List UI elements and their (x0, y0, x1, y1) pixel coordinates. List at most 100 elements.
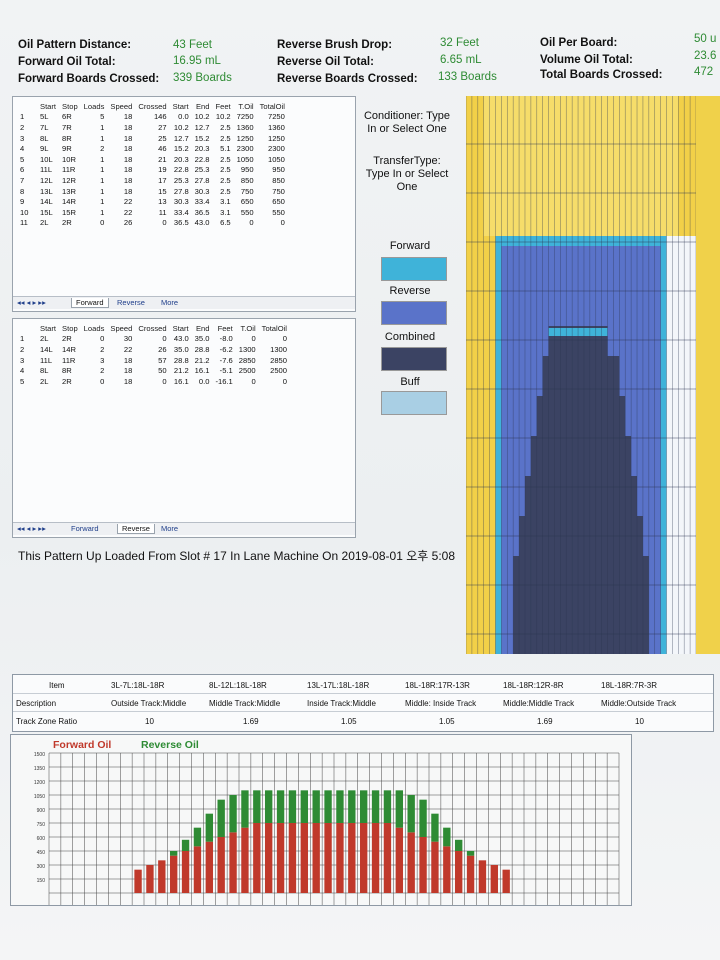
table-cell[interactable]: 5 (100, 112, 105, 122)
column-header[interactable]: Feet (215, 101, 231, 111)
table-cell[interactable]: 21.2 (194, 355, 210, 365)
table-cell[interactable]: 850 (240, 175, 254, 185)
table-cell[interactable]: 22.8 (173, 165, 189, 175)
table-cell[interactable]: 2R (62, 218, 72, 228)
table-cell[interactable]: 0 (282, 334, 287, 344)
table-cell[interactable]: 1 (100, 186, 105, 196)
column-header[interactable] (17, 101, 37, 112)
table-cell[interactable]: 8R (62, 133, 72, 143)
column-header[interactable]: Feet (217, 323, 233, 333)
table-cell[interactable]: 36.5 (194, 207, 210, 217)
table-cell[interactable]: 30 (123, 334, 133, 344)
table-cell[interactable]: 5 (20, 154, 25, 164)
column-header[interactable]: End (195, 101, 210, 111)
table-cell[interactable]: 2L (40, 376, 49, 386)
table-cell[interactable]: 10L (40, 154, 53, 164)
table-cell[interactable]: 18 (123, 154, 133, 164)
table-row[interactable]: 5 2L 2R 0 18 0 16.1 0.0 -16.1 0 0 (17, 376, 290, 387)
table-cell[interactable]: 13L (40, 186, 53, 196)
table-cell[interactable]: 10.2 (173, 122, 189, 132)
table-cell[interactable]: 11 (20, 218, 28, 228)
column-header[interactable]: TotalOil (259, 101, 285, 111)
table-cell[interactable]: 146 (153, 112, 167, 122)
table-cell[interactable]: 2.5 (220, 175, 231, 185)
table-cell[interactable]: 7L (40, 122, 49, 132)
table-cell[interactable]: 19 (158, 165, 167, 175)
table-cell[interactable]: 22 (123, 197, 133, 207)
table-cell[interactable]: -8.0 (219, 334, 233, 344)
table-cell[interactable]: 15.2 (173, 144, 189, 154)
table-cell[interactable]: 21.2 (173, 366, 189, 376)
table-cell[interactable]: 650 (240, 197, 254, 207)
table-cell[interactable]: 7250 (267, 112, 285, 122)
table-row[interactable]: 1 2L 2R 0 30 0 43.0 35.0 -8.0 0 0 (17, 334, 290, 345)
table-cell[interactable]: 15.2 (194, 133, 210, 143)
tab-nav-arrows-icon[interactable]: ◂◂ ◂ ▸ ▸▸ (17, 298, 46, 307)
table-cell[interactable]: 3 (20, 355, 25, 365)
column-header[interactable]: End (195, 323, 210, 333)
table-cell[interactable]: 10.2 (215, 112, 231, 122)
table-cell[interactable]: 0 (100, 334, 105, 344)
table-cell[interactable]: 35.0 (194, 334, 210, 344)
table-row[interactable]: 2 7L 7R 1 18 27 10.2 12.7 2.5 1360 1360 (17, 122, 288, 133)
table-cell[interactable]: 18 (123, 144, 133, 154)
table-cell[interactable]: 50 (158, 366, 167, 376)
table-cell[interactable]: 2.5 (220, 165, 231, 175)
column-header[interactable]: Start (40, 323, 57, 333)
table-row[interactable]: 4 8L 8R 2 18 50 21.2 16.1 -5.1 2500 2500 (17, 365, 290, 376)
table-cell[interactable]: 2300 (267, 144, 285, 154)
table-cell[interactable]: 15R (62, 207, 76, 217)
table-cell[interactable]: 36.5 (173, 218, 189, 228)
table-cell[interactable]: 27 (158, 122, 167, 132)
table-cell[interactable]: 0 (162, 218, 167, 228)
table-cell[interactable]: -7.6 (219, 355, 233, 365)
table-cell[interactable]: 3.1 (220, 207, 231, 217)
table-cell[interactable]: 35.0 (173, 344, 189, 354)
table-cell[interactable]: 1 (20, 334, 25, 344)
table-cell[interactable]: 750 (240, 186, 254, 196)
table-cell[interactable]: 2L (40, 334, 49, 344)
table-cell[interactable]: 3 (20, 133, 25, 143)
table-cell[interactable]: 1050 (236, 154, 254, 164)
table-cell[interactable]: 25.3 (194, 165, 210, 175)
column-header[interactable]: Stop (62, 101, 78, 111)
table-cell[interactable]: 8R (62, 366, 72, 376)
table-cell[interactable]: 1300 (270, 344, 287, 354)
table-row[interactable]: 6 11L 11R 1 18 19 22.8 25.3 2.5 950 950 (17, 165, 288, 176)
table-cell[interactable]: 18 (123, 122, 133, 132)
table-cell[interactable]: 0 (251, 376, 256, 386)
table-cell[interactable]: 25 (158, 133, 167, 143)
table-row[interactable]: 3 11L 11R 3 18 57 28.8 21.2 -7.6 2850 2850 (17, 355, 290, 366)
table-row[interactable]: 1 5L 6R 5 18 146 0.0 10.2 10.2 7250 7250 (17, 112, 288, 123)
column-header[interactable]: Start (40, 101, 57, 111)
table-cell[interactable]: 2R (62, 376, 72, 386)
table-cell[interactable]: -5.1 (219, 366, 233, 376)
table-cell[interactable]: 43.0 (194, 218, 210, 228)
table-cell[interactable]: 0 (162, 334, 167, 344)
table-cell[interactable]: 0 (282, 376, 287, 386)
table-cell[interactable]: 550 (272, 207, 285, 217)
table-cell[interactable]: 1 (100, 165, 105, 175)
column-header[interactable]: Crossed (138, 101, 167, 111)
column-header[interactable]: T.Oil (238, 101, 254, 111)
table-cell[interactable]: 9 (20, 197, 25, 207)
table-cell[interactable]: 2R (62, 334, 72, 344)
table-cell[interactable]: 5.1 (220, 144, 231, 154)
table-cell[interactable]: 2L (40, 218, 49, 228)
table-cell[interactable]: 22 (123, 207, 133, 217)
table-cell[interactable]: 14R (62, 344, 76, 354)
column-header[interactable]: Start (172, 323, 189, 333)
column-header[interactable]: Speed (110, 101, 133, 111)
table-cell[interactable]: 7 (20, 175, 25, 185)
table-cell[interactable]: 16.1 (194, 366, 210, 376)
table-cell[interactable]: 1360 (267, 122, 285, 132)
table-cell[interactable]: 11 (158, 207, 167, 217)
column-header[interactable]: Start (172, 101, 189, 111)
table-cell[interactable]: 2850 (238, 355, 256, 365)
table-cell[interactable]: 16.1 (173, 376, 189, 386)
table-row[interactable]: 7 12L 12R 1 18 17 25.3 27.8 2.5 850 850 (17, 175, 288, 186)
table-cell[interactable]: 18 (123, 175, 133, 185)
reverse-steps-grid[interactable]: Start Stop Loads Speed Crossed Start End Feet T.… (12, 318, 356, 538)
table-cell[interactable]: 1250 (236, 133, 254, 143)
table-cell[interactable]: 12.7 (194, 122, 210, 132)
